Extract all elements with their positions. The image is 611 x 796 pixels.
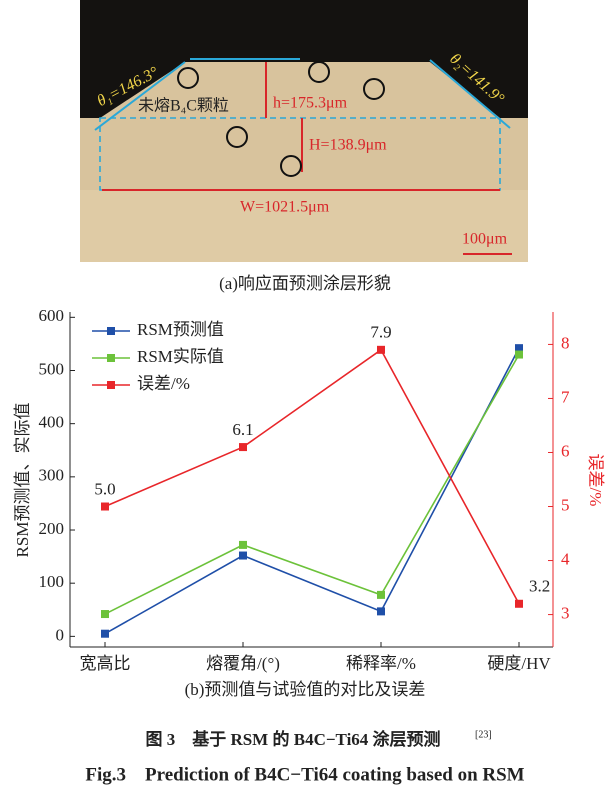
marker bbox=[239, 540, 247, 549]
y2-tick-label: 8 bbox=[561, 333, 570, 352]
H-label: H=138.9μm bbox=[309, 137, 387, 154]
x-tick-label: 宽高比 bbox=[80, 654, 131, 673]
series-line bbox=[104, 354, 520, 615]
y-tick-label: 200 bbox=[39, 519, 65, 538]
y-tick-label: 0 bbox=[56, 625, 65, 644]
marker bbox=[515, 344, 523, 353]
y-tick-label: 300 bbox=[39, 466, 65, 485]
x-tick-label: 稀释率/% bbox=[346, 654, 416, 673]
y2-axis-title: 误差/% bbox=[586, 454, 605, 507]
x-tick-label: 熔覆角/(°) bbox=[206, 654, 280, 673]
marker bbox=[101, 629, 109, 638]
y2-tick-label: 4 bbox=[561, 549, 570, 568]
marker bbox=[515, 599, 523, 608]
angle-line bbox=[429, 59, 511, 129]
caption-ref: [23] bbox=[475, 729, 492, 740]
series-line bbox=[104, 348, 520, 605]
x-axis-title: (b)预测值与试验值的对比及误差 bbox=[185, 680, 426, 699]
y2-tick-label: 3 bbox=[561, 603, 570, 622]
marker bbox=[377, 607, 385, 616]
legend-label: 误差/% bbox=[137, 374, 190, 393]
x-tick-label: 硬度/HV bbox=[487, 654, 551, 673]
series-line bbox=[104, 347, 520, 635]
value-label: 5.0 bbox=[94, 479, 115, 498]
caption-en: Fig.3 Prediction of B4C−Ti64 coating bas… bbox=[85, 764, 524, 785]
marker bbox=[377, 590, 385, 599]
y2-tick-label: 6 bbox=[561, 441, 570, 460]
substrate bbox=[80, 190, 528, 262]
value-label: 3.2 bbox=[529, 577, 550, 596]
caption-zh: 图 3 基于 RSM 的 B4C−Ti64 涂层预测 bbox=[145, 729, 440, 749]
y2-tick-label: 5 bbox=[561, 495, 570, 514]
y-tick-label: 400 bbox=[39, 413, 65, 432]
marker bbox=[377, 345, 385, 354]
marker bbox=[101, 502, 109, 511]
W-label: W=1021.5μm bbox=[240, 199, 330, 216]
value-label: 7.9 bbox=[370, 323, 391, 342]
value-label: 6.1 bbox=[232, 420, 253, 439]
y-axis-title: RSM预测值、实际值 bbox=[13, 403, 32, 558]
y-tick-label: 100 bbox=[39, 572, 65, 591]
y-tick-label: 600 bbox=[39, 306, 65, 325]
legend-marker bbox=[107, 381, 115, 389]
y-tick-label: 500 bbox=[39, 359, 65, 378]
marker bbox=[515, 350, 523, 359]
legend-marker bbox=[107, 327, 115, 335]
micrograph: θ₁=146.3° θ₂=141.9° 未熔B₄C颗粒 h=175.3μm H=… bbox=[80, 0, 528, 262]
particle-label: 未熔B₄C颗粒 bbox=[138, 97, 229, 115]
marker bbox=[239, 551, 247, 560]
particles bbox=[177, 61, 385, 177]
h-label: h=175.3μm bbox=[273, 95, 348, 112]
legend-label: RSM预测值 bbox=[137, 320, 224, 339]
legend-label: RSM实际值 bbox=[137, 347, 224, 366]
angle-line bbox=[94, 61, 186, 131]
caption-a: (a)响应面预测涂层形貌 bbox=[219, 274, 391, 293]
scale-label: 100μm bbox=[462, 231, 508, 248]
y2-tick-label: 7 bbox=[561, 387, 570, 406]
legend-marker bbox=[107, 354, 115, 362]
marker bbox=[239, 443, 247, 452]
marker bbox=[101, 610, 109, 619]
